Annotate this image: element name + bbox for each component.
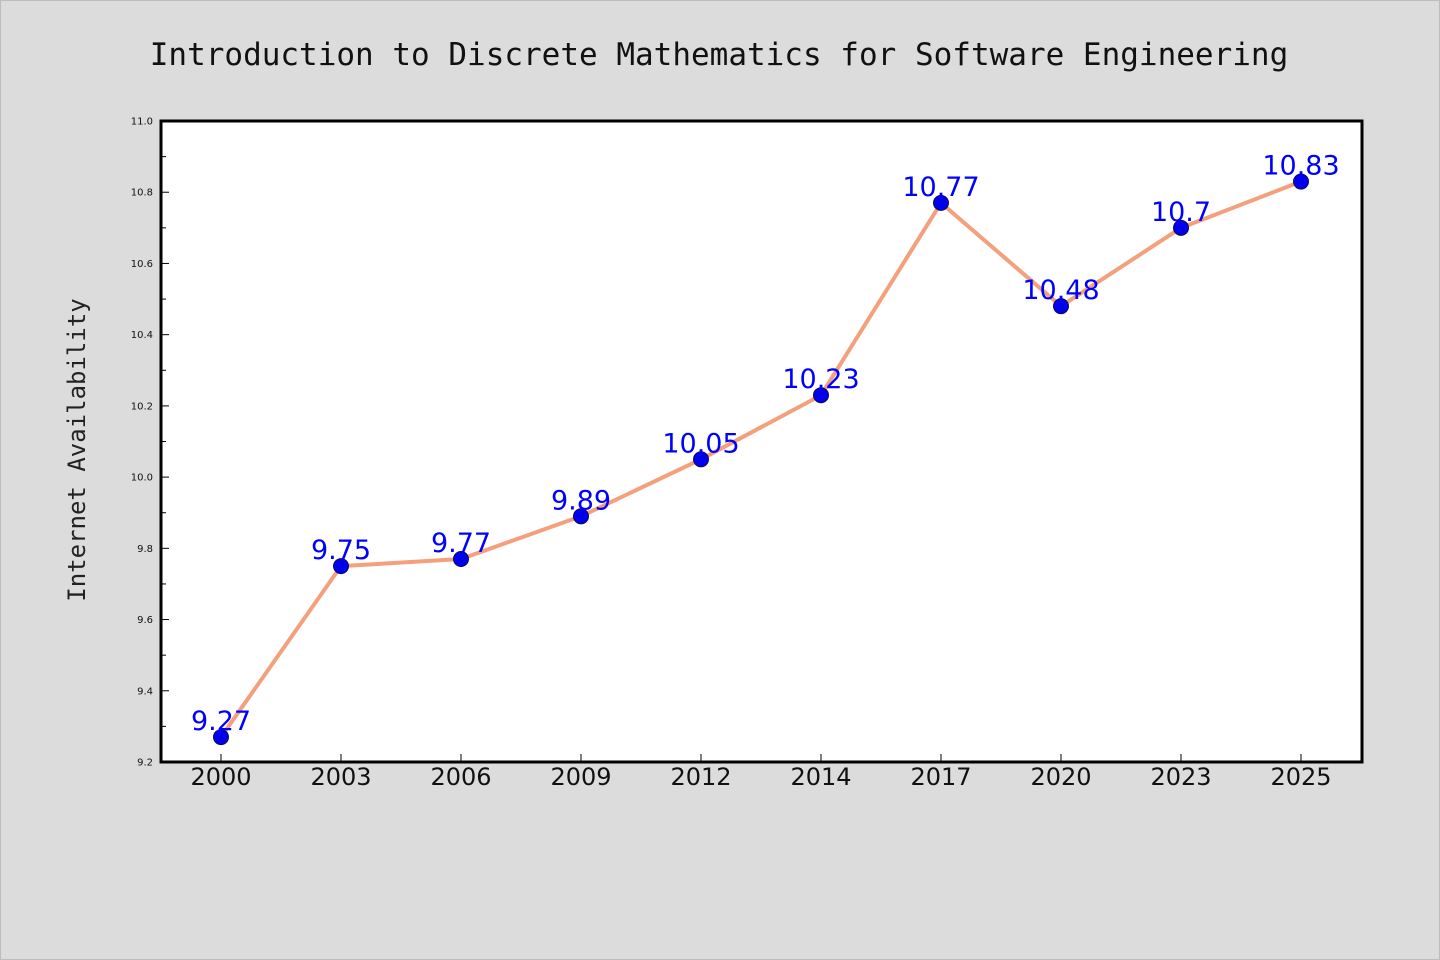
data-point-marker: [573, 508, 589, 525]
series-layer: [219, 179, 1303, 740]
y-tick-label: 9.2: [137, 758, 153, 769]
data-point-marker: [693, 451, 709, 468]
data-point-marker: [1053, 298, 1069, 315]
chart-title: Introduction to Discrete Mathematics for…: [150, 37, 1288, 73]
data-label: 9.77: [431, 528, 491, 559]
plot-frame: [159, 119, 1364, 764]
y-tick-label: 10.8: [131, 188, 153, 199]
data-label: 10.48: [1022, 275, 1099, 306]
data-point-marker: [213, 729, 229, 746]
y-tick-label: 9.4: [137, 686, 153, 697]
x-tick-label: 2012: [670, 763, 731, 791]
y-tick-label: 11.0: [131, 117, 153, 128]
data-point-marker: [333, 558, 349, 575]
data-point-marker: [933, 194, 949, 211]
x-tick-label: 2006: [430, 763, 491, 791]
data-label: 10.05: [662, 428, 739, 459]
data-label: 9.89: [551, 485, 611, 516]
marker-layer: [213, 173, 1309, 746]
data-label: 9.75: [311, 535, 371, 566]
x-tick-label: 2003: [310, 763, 371, 791]
data-point-marker: [813, 387, 829, 404]
data-point-marker: [453, 551, 469, 568]
x-tick-label: 2023: [1150, 763, 1211, 791]
data-label: 10.77: [902, 172, 979, 203]
series-line: [219, 179, 1303, 740]
x-tick-label: 2014: [790, 763, 851, 791]
y-tick-label: 9.6: [137, 615, 153, 626]
y-axis-label: Internet Availability: [63, 298, 91, 601]
data-label: 10.83: [1262, 151, 1339, 182]
x-tick-label: 2017: [910, 763, 971, 791]
data-point-marker: [1293, 173, 1309, 190]
x-tick-label: 2000: [190, 763, 251, 791]
data-label: 10.7: [1151, 197, 1211, 228]
data-label: 9.27: [191, 706, 251, 737]
plot-area: [161, 121, 1362, 762]
x-tick-label: 2009: [550, 763, 611, 791]
x-tick-label: 2025: [1270, 763, 1331, 791]
y-tick-label: 10.4: [131, 330, 153, 341]
y-tick-label: 10.0: [131, 473, 153, 484]
y-tick-label: 9.8: [137, 544, 153, 555]
x-tick-label: 2020: [1030, 763, 1091, 791]
y-tick-label: 10.2: [131, 401, 153, 412]
data-label: 10.23: [782, 364, 859, 395]
y-tick-label: 10.6: [131, 259, 153, 270]
data-label-layer: 9.27 9.75 9.77 9.89 10.05 10.23 10.77 10.48 10.7…: [191, 151, 1340, 738]
axis-layer: 9.2 9.4 9.6 9.8 10.0 10.2 10.4 10.6 10.8 11.0 2000…: [131, 117, 1332, 792]
data-point-marker: [1173, 219, 1189, 236]
